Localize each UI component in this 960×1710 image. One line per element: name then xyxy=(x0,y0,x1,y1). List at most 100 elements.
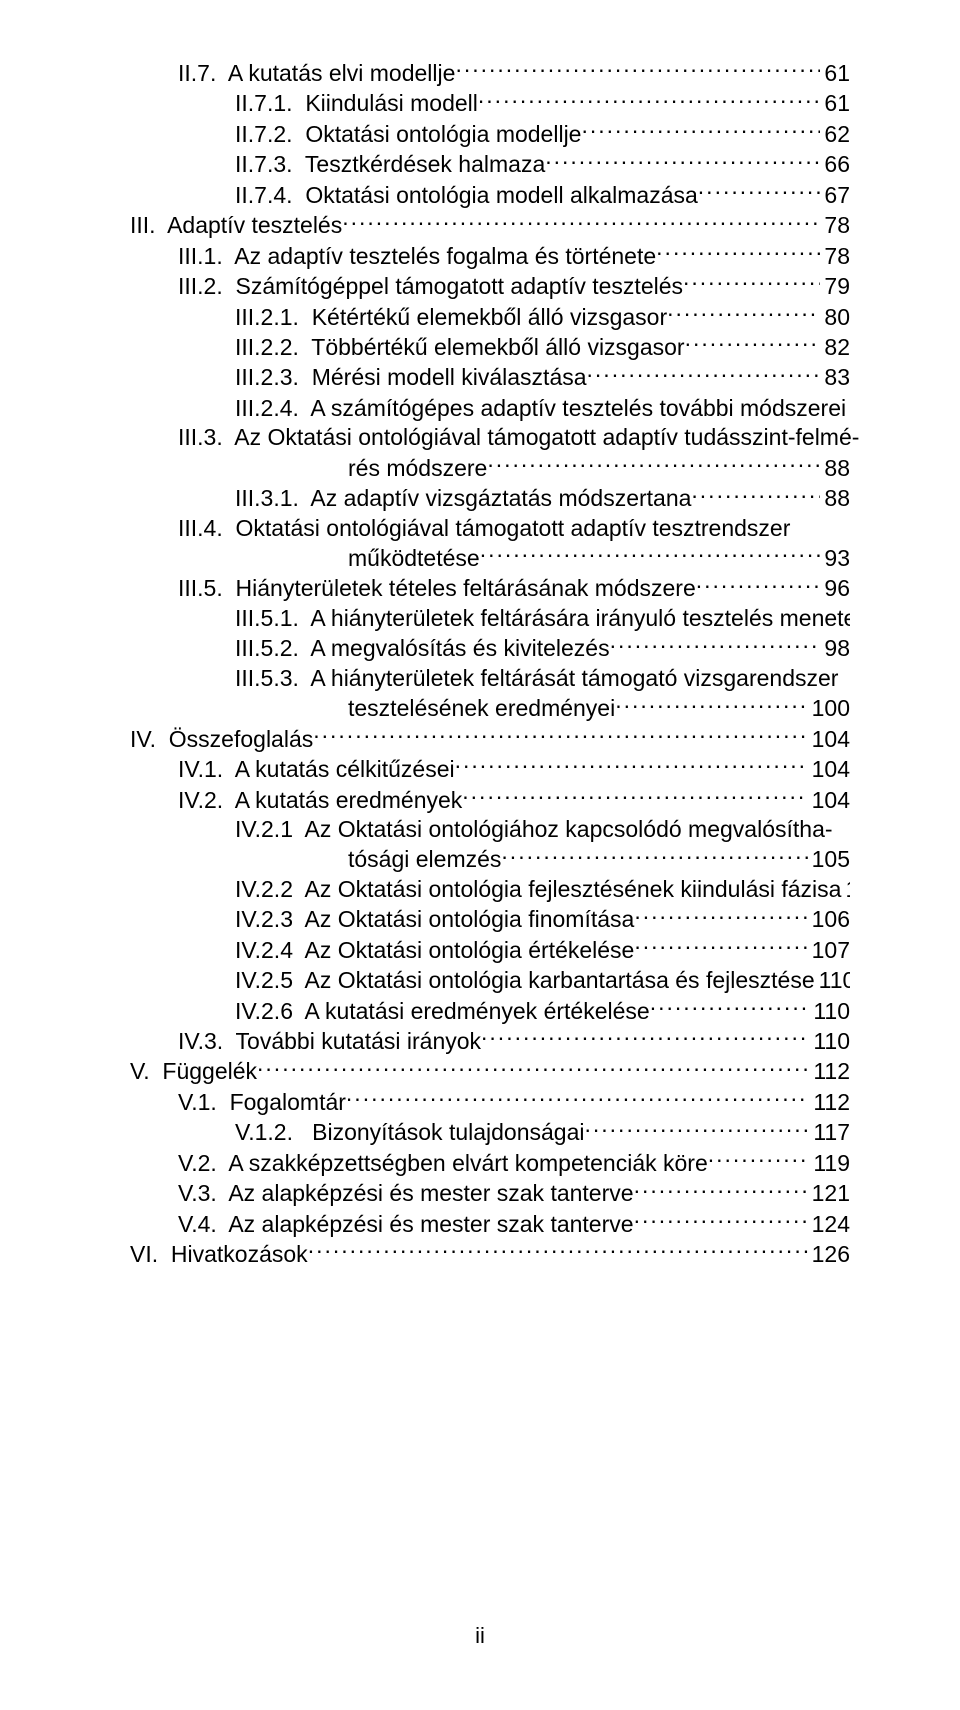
toc-entry: V. Függelék 112 xyxy=(130,1056,850,1086)
page-footer: ii xyxy=(0,1622,960,1650)
toc-entry-label: rés módszere xyxy=(348,454,487,483)
toc-entry-label: V.1. Fogalomtár xyxy=(178,1088,346,1117)
toc-entry-page: 117 xyxy=(809,1118,850,1147)
toc-entry-page: 124 xyxy=(808,1210,850,1239)
toc-entry: IV.2.6 A kutatási eredmények értékelése … xyxy=(130,996,850,1026)
toc-entry: IV.2.5 Az Oktatási ontológia karbantartá… xyxy=(130,965,850,995)
toc-entry-label: tósági elemzés xyxy=(348,845,501,874)
toc-entry: III.5. Hiányterületek tételes feltárásán… xyxy=(130,573,850,603)
toc-entry-page: 61 xyxy=(820,89,850,118)
toc-entry: III.2. Számítógéppel támogatott adaptív … xyxy=(130,271,850,301)
toc-entry-page: 126 xyxy=(808,1240,850,1269)
toc-leader-dots xyxy=(587,362,821,385)
toc-entry-label: III.2. Számítógéppel támogatott adaptív … xyxy=(178,272,683,301)
toc-entry-page: 107 xyxy=(808,936,850,965)
toc-entry-label: V.4. Az alapképzési és mester szak tante… xyxy=(178,1210,634,1239)
toc-entry: tósági elemzés 105 xyxy=(130,844,850,874)
toc-entry-label: IV.2.5 Az Oktatási ontológia karbantartá… xyxy=(235,966,815,995)
toc-entry: IV.1. A kutatás célkitűzései 104 xyxy=(130,754,850,784)
toc-leader-dots xyxy=(487,453,820,476)
toc-entry-label: II.7.2. Oktatási ontológia modellje xyxy=(235,120,581,149)
toc-entry: működtetése 93 xyxy=(130,543,850,573)
toc-entry-page: 96 xyxy=(820,574,850,603)
toc-entry-page: 67 xyxy=(820,181,850,210)
toc-leader-dots xyxy=(667,302,820,325)
toc-entry-label: IV. Összefoglalás xyxy=(130,725,313,754)
toc-entry-page: 93 xyxy=(820,544,850,573)
toc-leader-dots xyxy=(308,1239,808,1262)
toc-entry-page: 66 xyxy=(820,150,850,179)
toc-leader-dots xyxy=(685,332,821,355)
toc-entry-page: 105 xyxy=(808,845,850,874)
toc-leader-dots xyxy=(634,904,807,927)
toc-entry-label: II.7. A kutatás elvi modellje xyxy=(178,59,455,88)
toc-leader-dots xyxy=(634,1209,808,1232)
toc-entry-label: IV.2.4 Az Oktatási ontológia értékelése xyxy=(235,936,634,965)
toc-entry: II.7.3. Tesztkérdések halmaza 66 xyxy=(130,149,850,179)
toc-entry-page: 83 xyxy=(820,363,850,392)
toc-entry-label: II.7.3. Tesztkérdések halmaza xyxy=(235,150,545,179)
toc-entry: V.4. Az alapképzési és mester szak tante… xyxy=(130,1209,850,1239)
toc-entry-label: III.5. Hiányterületek tételes feltárásán… xyxy=(178,574,696,603)
toc-entry: IV. Összefoglalás 104 xyxy=(130,724,850,754)
toc-leader-dots xyxy=(581,119,820,142)
toc-entry-label: III.1. Az adaptív tesztelés fogalma és t… xyxy=(178,242,656,271)
toc-entry: III.5.1. A hiányterületek feltárására ir… xyxy=(130,604,850,633)
toc-entry-label: V. Függelék xyxy=(130,1057,257,1086)
toc-entry-page: 88 xyxy=(820,454,850,483)
toc-entry: IV.2.2 Az Oktatási ontológia fejlesztésé… xyxy=(130,875,850,904)
toc-leader-dots xyxy=(462,785,807,808)
toc-entry: III.2.4. A számítógépes adaptív tesztelé… xyxy=(130,393,850,423)
toc-entry: IV.2.3 Az Oktatási ontológia finomítása … xyxy=(130,904,850,934)
toc-entry-page: 104 xyxy=(808,755,850,784)
toc-leader-dots xyxy=(634,1178,808,1201)
toc-entry: IV.3. További kutatási irányok 110 xyxy=(130,1026,850,1056)
toc-entry: tesztelésének eredményei 100 xyxy=(130,693,850,723)
toc-entry: III.3.1. Az adaptív vizsgáztatás módszer… xyxy=(130,483,850,513)
toc-entry-label: IV.2.3 Az Oktatási ontológia finomítása xyxy=(235,905,634,934)
toc-entry-page: 62 xyxy=(820,120,850,149)
toc-entry-page: 112 xyxy=(809,1088,850,1117)
toc-entry-label: III.3.1. Az adaptív vizsgáztatás módszer… xyxy=(235,484,691,513)
toc-entry-page: 82 xyxy=(820,333,850,362)
toc-leader-dots xyxy=(708,1148,810,1171)
toc-entry-page: 112 xyxy=(809,1057,850,1086)
toc-leader-dots xyxy=(257,1056,809,1079)
toc-entry-label: V.1.2. Bizonyítások tulajdonságai xyxy=(235,1118,585,1147)
toc-entry-label: II.7.4. Oktatási ontológia modell alkalm… xyxy=(235,181,698,210)
toc-leader-dots xyxy=(696,573,821,596)
toc-entry-page: 121 xyxy=(808,1179,850,1208)
toc-leader-dots xyxy=(634,935,807,958)
toc-entry-page: 104 xyxy=(808,786,850,815)
toc-page: II.7. A kutatás elvi modellje 61 II.7.1. … xyxy=(0,0,960,1710)
toc-entry-page: 119 xyxy=(809,1149,850,1178)
toc-entry-label: IV.1. A kutatás célkitűzései xyxy=(178,755,455,784)
toc-leader-dots xyxy=(698,180,821,203)
toc-entry-page: 110 xyxy=(815,966,850,995)
toc-entry-label: tesztelésének eredményei xyxy=(348,694,615,723)
toc-entry-page: 106 xyxy=(808,905,850,934)
toc-leader-dots xyxy=(478,88,821,111)
toc-entry-label: VI. Hivatkozások xyxy=(130,1240,308,1269)
toc-entry-page: 78 xyxy=(820,242,850,271)
toc-entry-wrap: III.4. Oktatási ontológiával támogatott … xyxy=(130,514,850,543)
toc-entry-page: 100 xyxy=(808,694,850,723)
toc-entry: V.1. Fogalomtár 112 xyxy=(130,1087,850,1117)
toc-entry-label: IV.2. A kutatás eredmények xyxy=(178,786,462,815)
toc-entry: II.7.4. Oktatási ontológia modell alkalm… xyxy=(130,180,850,210)
toc-entry-page: 80 xyxy=(820,303,850,332)
toc-entry: III.2.3. Mérési modell kiválasztása 83 xyxy=(130,362,850,392)
toc-entry-label: III.2.3. Mérési modell kiválasztása xyxy=(235,363,587,392)
toc-entry: II.7.2. Oktatási ontológia modellje 62 xyxy=(130,119,850,149)
toc-leader-dots xyxy=(455,754,808,777)
toc-entry: V.1.2. Bizonyítások tulajdonságai 117 xyxy=(130,1117,850,1147)
toc-entry: III.2.2. Többértékű elemekből álló vizsg… xyxy=(130,332,850,362)
toc-entry-label: II.7.1. Kiindulási modell xyxy=(235,89,478,118)
toc-leader-dots xyxy=(691,483,820,506)
toc-entry-wrap: III.5.3. A hiányterületek feltárását tám… xyxy=(130,664,850,693)
toc-leader-dots xyxy=(480,543,821,566)
toc-entry-label: III.2.2. Többértékű elemekből álló vizsg… xyxy=(235,333,685,362)
toc-entry-label: IV.2.2 Az Oktatási ontológia fejlesztésé… xyxy=(235,875,841,904)
toc-entry-page: 61 xyxy=(820,59,850,88)
toc-entry-wrap: III.3. Az Oktatási ontológiával támogato… xyxy=(130,423,850,452)
